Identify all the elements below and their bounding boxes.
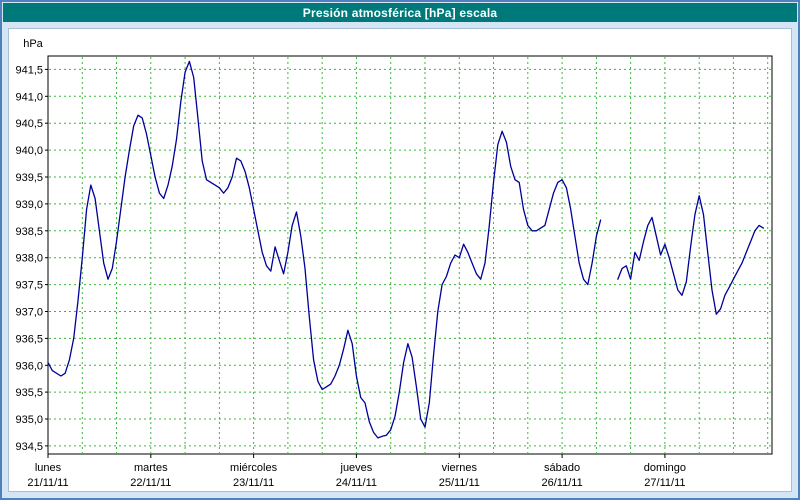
- y-tick-label: 936,5: [15, 333, 43, 345]
- y-tick-label: 941,0: [15, 91, 43, 103]
- y-tick-label: 935,5: [15, 387, 43, 399]
- y-tick-label: 937,5: [15, 280, 43, 292]
- grid-lines: [49, 57, 771, 453]
- y-tick-label: 938,5: [15, 226, 43, 238]
- plot-border: [47, 55, 773, 455]
- x-day-label: martes: [134, 462, 168, 474]
- y-tick-label: 939,0: [15, 199, 43, 211]
- x-day-label: jueves: [340, 462, 373, 474]
- x-day-label: lunes: [35, 462, 62, 474]
- pressure-line-chart: hPa934,5935,0935,5936,0936,5937,0937,593…: [15, 38, 773, 489]
- title-bar: Presión atmosférica [hPa] escala: [3, 3, 797, 22]
- y-tick-label: 936,0: [15, 360, 43, 372]
- y-tick-label: 934,5: [15, 441, 43, 453]
- y-axis-unit-label: hPa: [23, 38, 43, 50]
- y-tick-label: 937,0: [15, 307, 43, 319]
- y-axis-labels: 934,5 935,0 935,5 936,0 936,5 937,0 937,5 938,0…: [15, 64, 48, 453]
- pressure-series-line: [47, 60, 765, 439]
- y-tick-label: 939,5: [15, 172, 43, 184]
- x-date-label: 27/11/11: [644, 477, 685, 489]
- x-date-label: 21/11/11: [27, 477, 68, 489]
- chart-panel: hPa 934,5 935,0 935,5 936,0 936,5 937,0 937,5 93…: [8, 28, 792, 492]
- x-date-label: 23/11/11: [233, 477, 274, 489]
- x-date-label: 22/11/11: [130, 477, 171, 489]
- x-date-label: 25/11/11: [439, 477, 480, 489]
- window-title: Presión atmosférica [hPa] escala: [302, 5, 498, 20]
- y-tick-label: 941,5: [15, 64, 43, 76]
- y-tick-label: 935,0: [15, 414, 43, 426]
- x-axis-labels: lunes 21/11/11 martes 22/11/11 miércoles 23/1…: [27, 454, 686, 489]
- x-day-label: sábado: [544, 462, 580, 474]
- x-day-label: viernes: [442, 462, 478, 474]
- y-tick-label: 940,5: [15, 118, 43, 130]
- x-date-label: 26/11/11: [542, 477, 583, 489]
- y-tick-label: 938,0: [15, 253, 43, 265]
- y-tick-label: 940,0: [15, 145, 43, 157]
- x-day-label: domingo: [644, 462, 686, 474]
- x-day-label: miércoles: [230, 462, 278, 474]
- x-date-label: 24/11/11: [336, 477, 377, 489]
